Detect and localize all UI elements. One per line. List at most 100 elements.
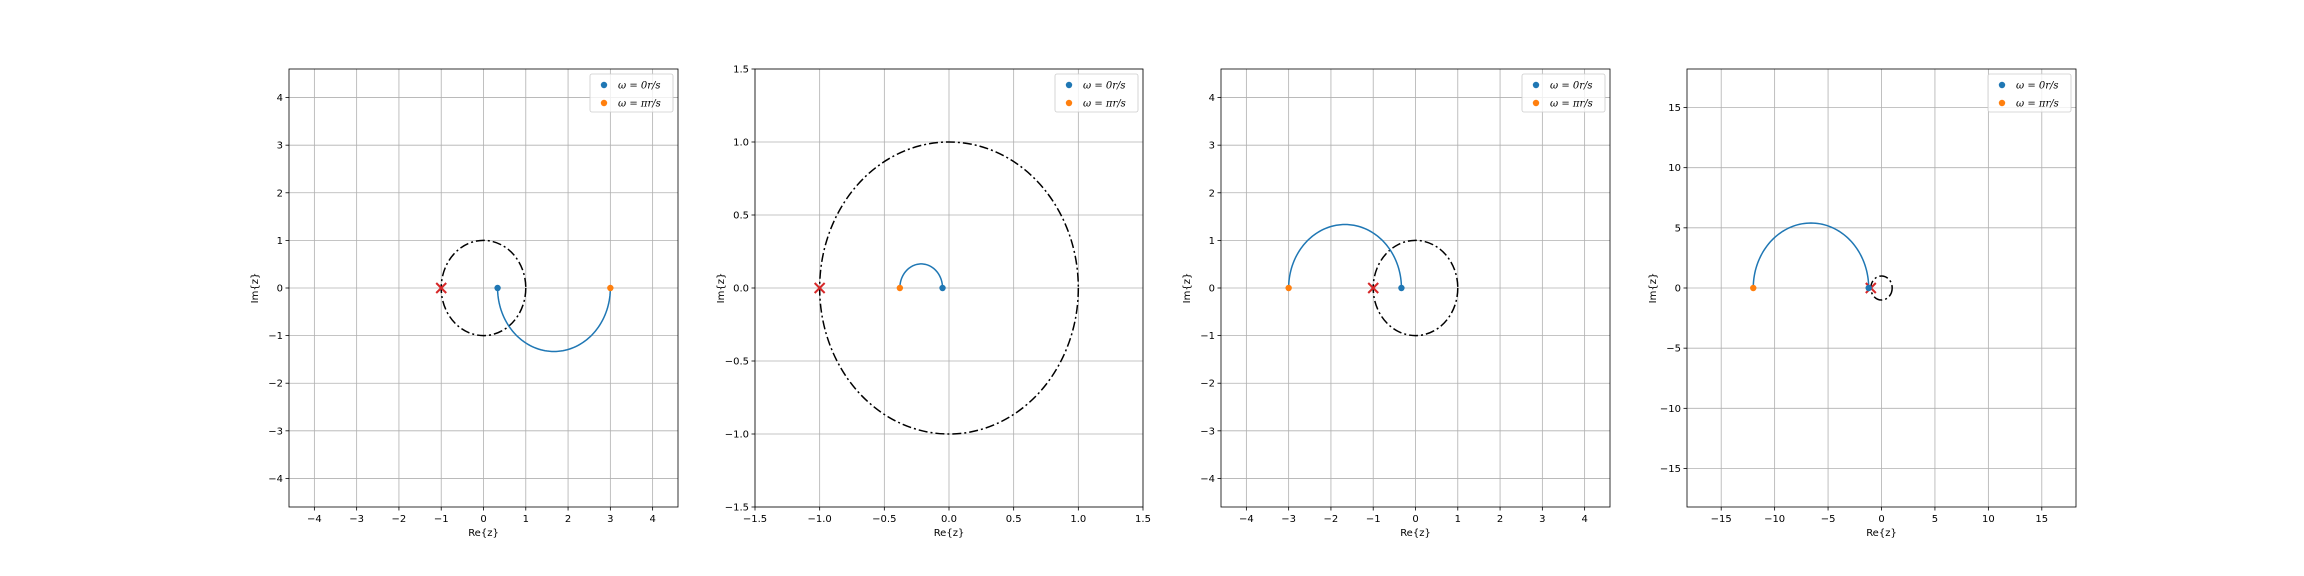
- legend-marker: [1532, 81, 1540, 89]
- x-tick-label: 1.0: [1070, 514, 1086, 525]
- legend-marker: [1065, 81, 1073, 89]
- y-tick-label: −2: [268, 379, 283, 390]
- data-layer: [435, 239, 614, 353]
- x-tick-label: −3: [349, 514, 364, 525]
- y-tick-label: 0.0: [733, 284, 749, 295]
- series-1-point: [494, 284, 501, 292]
- x-tick-label: −0.5: [872, 514, 896, 525]
- legend-entry-label: ω = 0r/s: [2016, 81, 2059, 92]
- series-2-point: [1750, 284, 1757, 292]
- legend-box: [1054, 73, 1139, 113]
- x-tick-label: 0: [1412, 514, 1418, 525]
- chart-panel-1: −4 −3 −2 −1 0 1 2 3 4 −4 −3 −2 −1 0 1 2 3 4 Re{z} Im{z} ω = …: [250, 68, 679, 539]
- critical-point-marker: [813, 282, 826, 294]
- nyquist-locus: [1752, 222, 1870, 289]
- critical-point-marker: [1367, 282, 1379, 294]
- x-tick-label: 1: [1455, 514, 1461, 525]
- x-tick-label: −2: [392, 514, 407, 525]
- y-tick-label: −5: [1666, 344, 1681, 355]
- data-layer: [813, 141, 1080, 435]
- x-tick-label: 1: [523, 514, 529, 525]
- legend-box: [1521, 73, 1606, 113]
- x-tick-label: 15: [2035, 514, 2048, 525]
- y-tick-label: −2: [1200, 379, 1215, 390]
- legend-marker: [1998, 99, 2006, 107]
- x-axis-label: Re{z}: [468, 528, 499, 539]
- y-tick-label: 4: [1209, 93, 1215, 104]
- y-tick-label: 5: [1675, 223, 1681, 234]
- legend-marker: [600, 81, 608, 89]
- y-tick-label: −4: [1200, 474, 1215, 485]
- x-tick-label: −4: [307, 514, 322, 525]
- legend-entry-label: ω = πr/s: [618, 99, 661, 110]
- x-tick-label: 4: [1581, 514, 1587, 525]
- y-tick-label: −1: [268, 331, 283, 342]
- x-tick-label: 0: [1878, 514, 1884, 525]
- x-tick-label: −15: [1711, 514, 1732, 525]
- x-tick-label: −1.5: [743, 514, 767, 525]
- x-tick-label: 0.5: [1006, 514, 1022, 525]
- legend-entry-label: ω = πr/s: [1083, 99, 1126, 110]
- legend-box: [1987, 73, 2072, 113]
- x-axis-label: Re{z}: [1400, 528, 1431, 539]
- y-tick-label: −10: [1660, 404, 1681, 415]
- x-tick-label: 3: [1539, 514, 1545, 525]
- y-tick-label: −3: [268, 426, 283, 437]
- x-tick-label: 2: [1497, 514, 1503, 525]
- y-tick-label: 1.0: [733, 138, 749, 149]
- y-axis-label: Im{z}: [716, 273, 727, 304]
- series-1-point: [1398, 284, 1405, 292]
- legend-entry-label: ω = 0r/s: [1550, 81, 1593, 92]
- legend-marker: [1998, 81, 2006, 89]
- y-tick-label: 15: [1668, 103, 1681, 114]
- y-tick-label: 1: [1209, 236, 1215, 247]
- critical-point-marker: [435, 282, 447, 294]
- chart-panel-4: −15 −10 −5 0 5 10 15 −15 −10 −5 0 5 10 15 Re{z} Im{z} ω …: [1648, 68, 2077, 539]
- legend: ω = 0r/s ω = πr/s: [1987, 73, 2072, 113]
- x-tick-label: 0.0: [941, 514, 957, 525]
- x-tick-label: −3: [1281, 514, 1296, 525]
- legend-entry-label: ω = πr/s: [2016, 99, 2059, 110]
- x-axis-label: Re{z}: [1866, 528, 1897, 539]
- series-2-point: [1285, 284, 1292, 292]
- y-axis-label: Im{z}: [250, 273, 261, 304]
- legend-marker: [600, 99, 608, 107]
- legend: ω = 0r/s ω = πr/s: [589, 73, 674, 113]
- x-tick-label: 10: [1982, 514, 1995, 525]
- y-tick-label: 10: [1668, 163, 1681, 174]
- y-tick-label: −1.5: [725, 503, 749, 514]
- x-tick-label: −1.0: [808, 514, 832, 525]
- x-tick-label: −4: [1239, 514, 1254, 525]
- y-tick-label: −15: [1660, 464, 1681, 475]
- y-tick-label: 1.5: [733, 65, 749, 76]
- series-2-point: [896, 284, 904, 292]
- x-tick-label: −1: [1366, 514, 1381, 525]
- x-tick-label: −1: [434, 514, 449, 525]
- y-tick-label: 2: [277, 188, 283, 199]
- y-tick-label: −4: [268, 474, 283, 485]
- series-2-point: [607, 284, 614, 292]
- y-tick-label: −3: [1200, 426, 1215, 437]
- x-tick-label: −5: [1821, 514, 1836, 525]
- legend-entry-label: ω = 0r/s: [618, 81, 661, 92]
- y-tick-label: 3: [1209, 141, 1215, 152]
- nyquist-locus: [496, 287, 612, 353]
- y-tick-label: 0: [1209, 284, 1215, 295]
- legend-entry-label: ω = πr/s: [1550, 99, 1593, 110]
- x-tick-label: −10: [1764, 514, 1785, 525]
- x-tick-label: 1.5: [1135, 514, 1151, 525]
- y-tick-label: −0.5: [725, 357, 749, 368]
- x-tick-label: 0: [480, 514, 486, 525]
- series-1-point: [1865, 284, 1872, 292]
- y-tick-label: 4: [277, 93, 283, 104]
- y-tick-label: −1: [1200, 331, 1215, 342]
- nyquist-locus: [899, 263, 944, 289]
- legend: ω = 0r/s ω = πr/s: [1054, 73, 1139, 113]
- y-tick-label: 3: [277, 141, 283, 152]
- y-tick-label: 0: [277, 284, 283, 295]
- y-tick-label: 1: [277, 236, 283, 247]
- data-layer: [1750, 222, 1893, 301]
- x-tick-label: 3: [607, 514, 613, 525]
- x-tick-label: −2: [1324, 514, 1339, 525]
